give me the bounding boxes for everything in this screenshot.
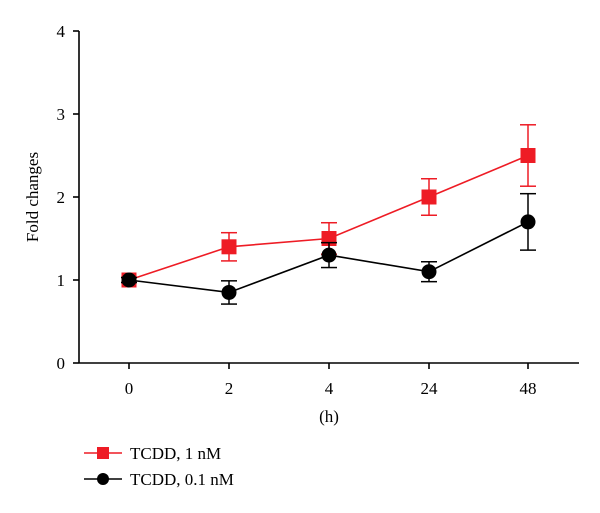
x-tick-label: 24 [421, 379, 439, 398]
x-tick-label: 4 [325, 379, 334, 398]
data-point-circle [421, 264, 437, 280]
x-tick-label: 2 [225, 379, 234, 398]
legend-marker-circle [97, 473, 109, 485]
legend-item: TCDD, 1 nM [84, 444, 221, 463]
series-tcdd-0-1nm [121, 192, 536, 305]
data-point-square [520, 148, 536, 163]
y-tick-label: 2 [57, 188, 66, 207]
y-tick-label: 3 [57, 105, 66, 124]
data-point-square [221, 239, 237, 255]
x-tick-label: 48 [520, 379, 537, 398]
y-tick-label: 4 [57, 22, 66, 41]
data-point-circle [121, 272, 137, 288]
legend-item: TCDD, 0.1 nM [84, 470, 234, 489]
data-point-circle [321, 247, 337, 263]
legend-marker-square [97, 447, 109, 459]
data-point-square [421, 189, 437, 205]
x-axis-title: (h) [319, 407, 339, 426]
legend-label: TCDD, 1 nM [130, 444, 221, 463]
y-tick-label: 1 [57, 271, 66, 290]
legend-label: TCDD, 0.1 nM [130, 470, 234, 489]
data-point-circle [221, 284, 237, 300]
x-tick-label: 0 [125, 379, 134, 398]
legend: TCDD, 1 nM TCDD, 0.1 nM [84, 444, 234, 489]
y-tick-label: 0 [57, 354, 66, 373]
chart-series [121, 124, 536, 305]
y-axis-title: Fold changes [23, 152, 42, 242]
data-point-circle [520, 214, 536, 230]
